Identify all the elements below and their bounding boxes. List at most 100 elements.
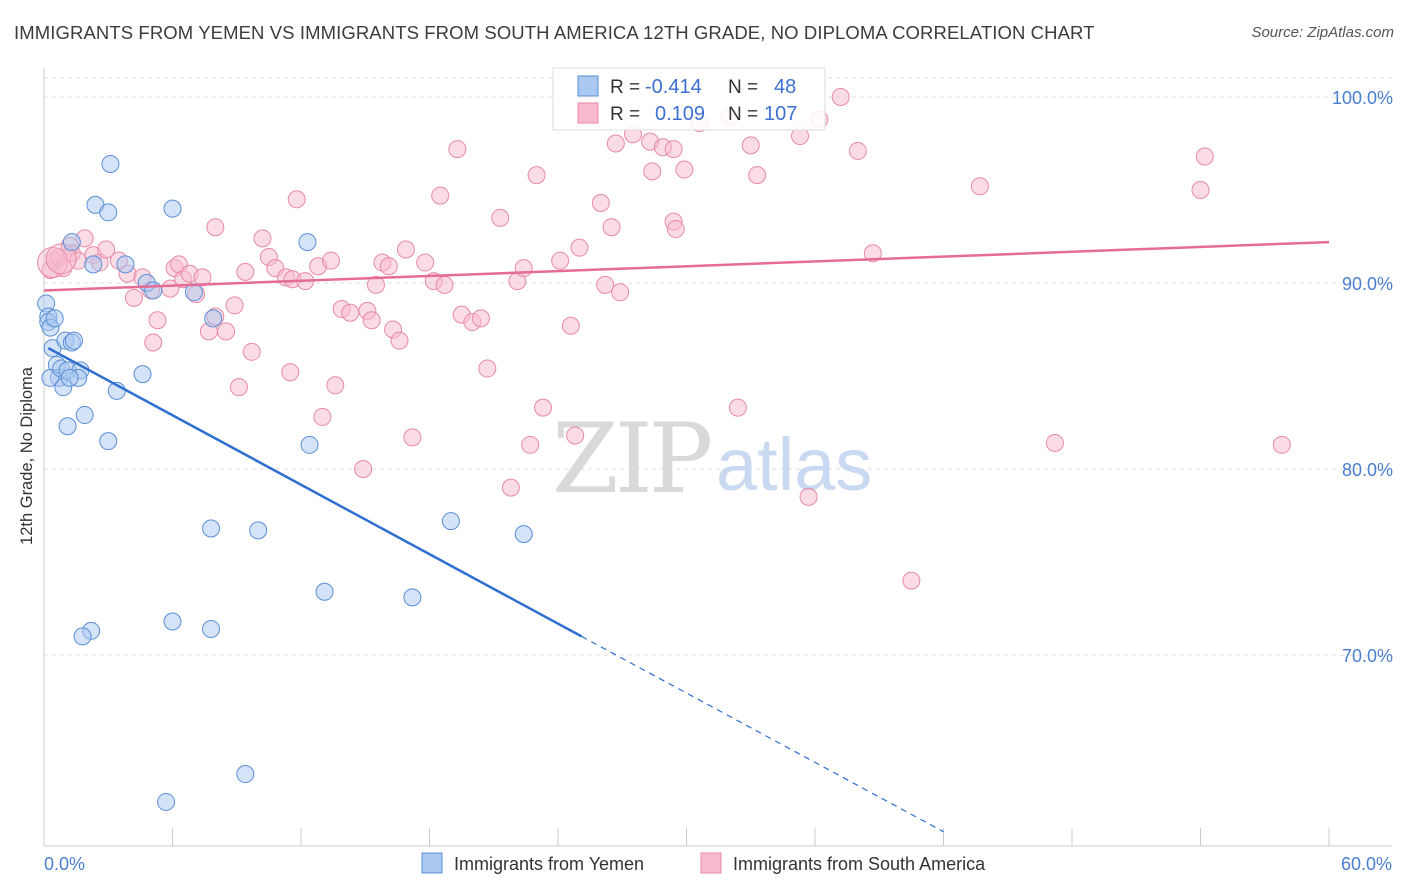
south-america-point [471, 309, 490, 328]
south-america-point [501, 478, 520, 497]
yemen-point [315, 582, 334, 601]
south-america-point [242, 342, 261, 361]
south-america-point [321, 251, 340, 270]
south-america-point [45, 243, 77, 275]
yemen-trend-extension [581, 635, 944, 833]
south-america-point [448, 140, 467, 159]
south-america-point [863, 244, 882, 263]
south-america-point [124, 288, 143, 307]
south-america-point [362, 311, 381, 330]
south-america-point [193, 268, 212, 287]
watermark-zip: ZIP [552, 403, 711, 515]
watermark: ZIP atlas [552, 403, 872, 515]
stats-box: R = -0.414 N = 48 R = 0.109 N = 107 [552, 67, 826, 131]
south-america-point [728, 398, 747, 417]
chart-source: Source: ZipAtlas.com [1251, 24, 1394, 41]
y-tick-label: 80.0% [1342, 460, 1393, 480]
yemen-point [204, 309, 223, 328]
south-america-point [236, 262, 255, 281]
south-america-point [748, 166, 767, 185]
south-america-point [37, 247, 69, 279]
south-america-point [741, 136, 760, 155]
south-america-point [281, 363, 300, 382]
x-tick-label: 0.0% [44, 854, 85, 874]
yemen-trend-line [47, 347, 583, 638]
south-america-point [148, 311, 167, 330]
yemen-point [300, 435, 319, 454]
y-tick-label: 90.0% [1342, 274, 1393, 294]
stats-n-label-yemen: N = [728, 77, 758, 98]
south-america-point [514, 259, 533, 278]
south-america-point [643, 162, 662, 181]
yemen-point [60, 368, 79, 387]
south-america-point [431, 186, 450, 205]
stats-r-value-south-america: 0.109 [655, 103, 705, 125]
x-ticks: 0.0% 60.0% [43, 828, 1392, 874]
south-america-point [799, 487, 818, 506]
south-america-trend-line [43, 240, 1330, 292]
south-america-point [675, 160, 694, 179]
yemen-point [75, 406, 94, 425]
south-america-point [354, 460, 373, 478]
y-ticks: 70.0% 80.0% 90.0% 100.0% [1332, 88, 1393, 666]
south-america-point [551, 251, 570, 270]
south-america-point [396, 240, 415, 259]
south-america-point [591, 194, 610, 213]
south-america-point [664, 140, 683, 159]
yemen-point [184, 283, 203, 302]
south-america-point [970, 177, 989, 196]
yemen-point [403, 588, 422, 607]
south-america-point [390, 331, 409, 350]
south-america-point [144, 333, 163, 352]
yemen-point [202, 619, 221, 638]
south-america-point [606, 134, 625, 153]
yemen-point [62, 233, 81, 252]
yemen-point [84, 255, 103, 274]
south-america-point [313, 407, 332, 426]
y-tick-label: 100.0% [1332, 88, 1393, 108]
south-america-point [478, 359, 497, 378]
legend-swatch-south-america [700, 852, 722, 874]
stats-swatch-yemen [577, 75, 599, 97]
trend-lines [43, 240, 1330, 833]
south-america-point [902, 571, 921, 590]
south-america-point [602, 218, 621, 237]
yemen-point [236, 765, 255, 784]
south-america-point [831, 88, 850, 106]
legend-label-south-america: Immigrants from South America [733, 854, 986, 874]
south-america-point [666, 220, 685, 239]
yemen-point [45, 309, 64, 328]
south-america-point [1191, 181, 1210, 199]
yemen-point [73, 627, 92, 646]
grid-lines [44, 77, 1392, 656]
south-america-point [611, 283, 630, 302]
south-america-point [491, 208, 510, 227]
south-america-point [521, 435, 540, 454]
south-america-point [341, 303, 360, 322]
stats-swatch-south-america [577, 102, 599, 124]
south-america-point [366, 275, 385, 294]
yemen-point [133, 365, 152, 384]
south-america-point [1045, 433, 1064, 452]
south-america-point [225, 296, 244, 315]
yemen-point [249, 521, 268, 540]
yemen-point [163, 199, 182, 218]
south-america-point [403, 428, 422, 447]
south-america-points [37, 88, 1291, 590]
yemen-point [144, 281, 163, 300]
south-america-point [326, 376, 345, 395]
yemen-point [99, 432, 118, 451]
south-america-point [596, 275, 615, 294]
stats-n-label-south-america: N = [728, 104, 758, 125]
south-america-point [566, 426, 585, 445]
yemen-point [58, 417, 77, 436]
legend: Immigrants from Yemen Immigrants from So… [421, 852, 986, 874]
south-america-point [217, 322, 236, 341]
yemen-point [64, 331, 83, 350]
legend-label-yemen: Immigrants from Yemen [454, 854, 644, 874]
stats-r-label-south-america: R = [610, 104, 640, 125]
yemen-point [116, 255, 135, 274]
south-america-point [287, 190, 306, 209]
south-america-point [416, 253, 435, 272]
chart-title: IMMIGRANTS FROM YEMEN VS IMMIGRANTS FROM… [14, 22, 1095, 43]
